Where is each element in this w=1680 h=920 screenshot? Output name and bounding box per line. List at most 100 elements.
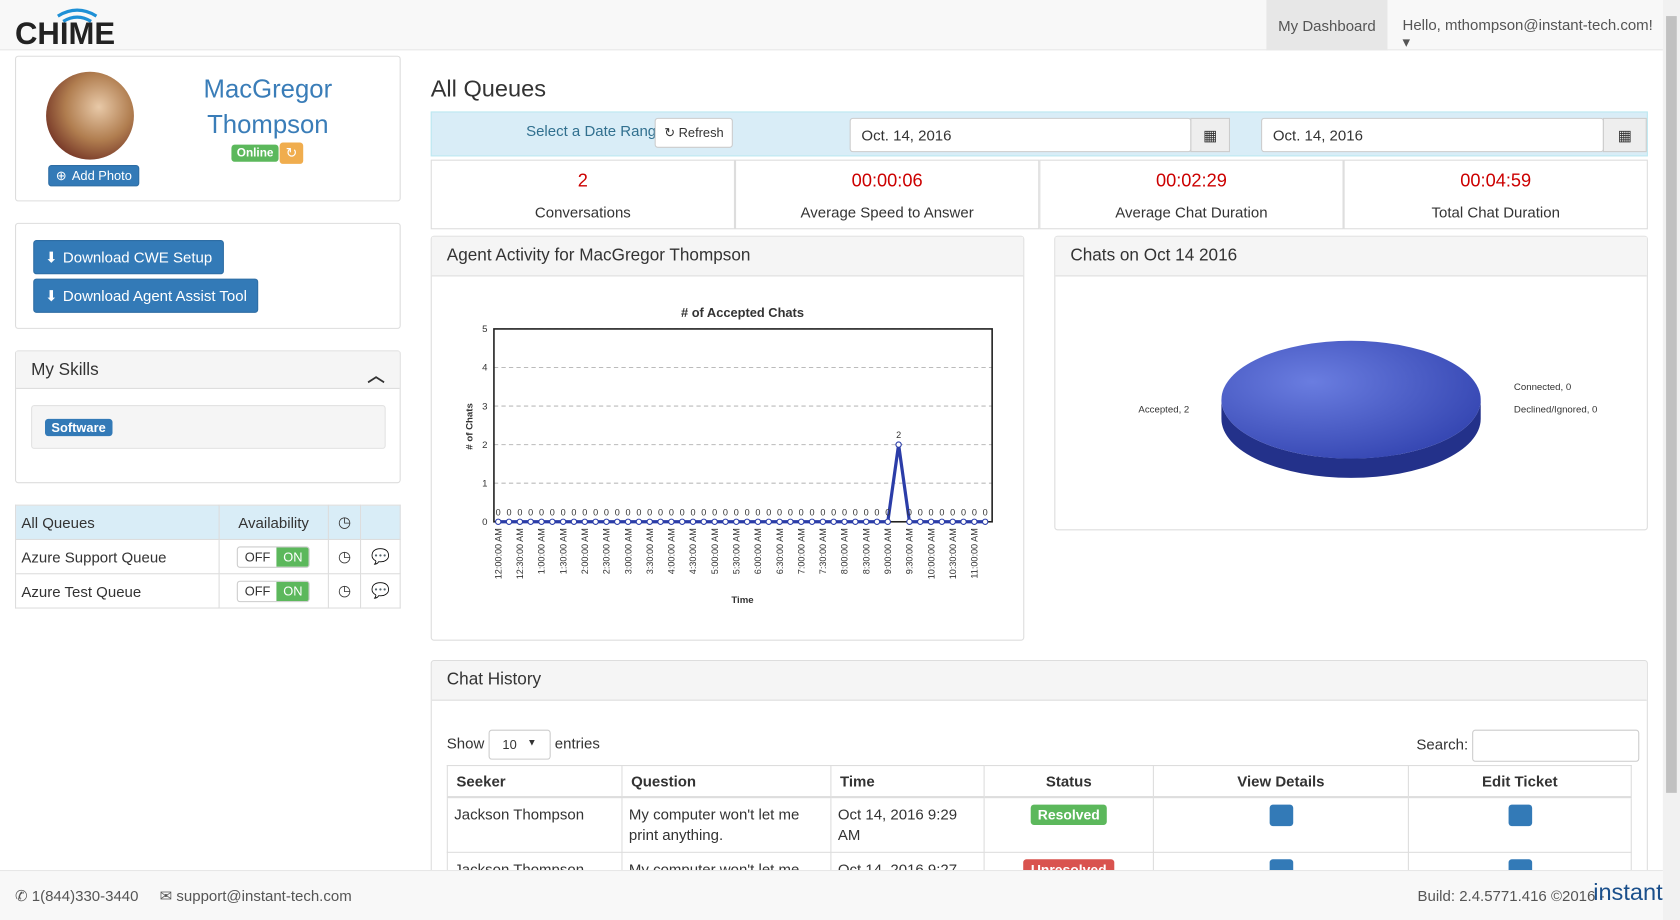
data-label: 0	[874, 507, 879, 517]
search-control: Search:	[1416, 729, 1640, 762]
build-info: Build: 2.4.5771.416 ©2016 -	[1417, 887, 1605, 905]
download-label: Download CWE Setup	[62, 248, 213, 266]
column-header[interactable]: Status	[983, 765, 1154, 799]
dashboard-tab[interactable]: My Dashboard	[1266, 0, 1388, 51]
avatar	[46, 71, 134, 160]
y-tick-label: 3	[482, 401, 487, 412]
data-point	[873, 518, 881, 526]
data-label: 0	[507, 507, 512, 517]
refresh-button[interactable]: ↻ Refresh	[654, 117, 734, 148]
data-label: 0	[734, 507, 739, 517]
add-photo-label: Add Photo	[71, 168, 132, 184]
line-chart: # of Accepted Chats 0 1 2 3 4 5 # of Chats Time 1…	[465, 305, 993, 606]
search-input[interactable]	[1472, 729, 1640, 762]
column-header[interactable]: Question	[621, 765, 832, 799]
add-photo-button[interactable]: ⊕ Add Photo	[48, 165, 140, 187]
data-label: 0	[680, 507, 685, 517]
stat-box: 00:04:59 Total Chat Duration	[1343, 159, 1648, 230]
x-tick-label: 8:30:00 AM	[861, 528, 871, 574]
date-range-label: Select a Date Range	[526, 122, 665, 140]
data-label: 0	[929, 507, 934, 517]
data-point	[938, 518, 946, 526]
column-header[interactable]: Time	[830, 765, 985, 799]
stat-label: Average Chat Duration	[1115, 203, 1268, 221]
profile-panel: ⊕ Add Photo MacGregor Thompson Online ↻	[15, 55, 401, 202]
cell: My computer won't let me print anything.	[621, 796, 832, 853]
stat-value: 00:04:59	[1460, 170, 1532, 191]
status-refresh[interactable]: ↻	[279, 142, 304, 164]
data-line	[498, 444, 986, 524]
x-tick-label: 7:00:00 AM	[796, 528, 806, 574]
availability-toggle[interactable]: OFF ON	[237, 545, 311, 568]
show-label: Show	[446, 734, 485, 752]
data-label: 0	[528, 507, 533, 517]
data-label: 0	[626, 507, 631, 517]
data-label: 0	[604, 507, 609, 517]
search-label: Search:	[1416, 735, 1469, 753]
data-label: 0	[669, 507, 674, 517]
skills-title: My Skills	[31, 361, 99, 380]
refresh-label: Refresh	[678, 125, 724, 141]
panel-title: Chats on Oct 14 2016	[1055, 236, 1647, 277]
edit-ticket-button[interactable]	[1508, 804, 1532, 827]
data-label: 0	[755, 507, 760, 517]
data-label: 0	[636, 507, 641, 517]
toggle-on: ON	[276, 546, 309, 567]
availability-toggle[interactable]: OFF ON	[237, 580, 311, 602]
x-tick-label: 6:00:00 AM	[753, 528, 763, 574]
data-point	[581, 518, 589, 526]
data-point	[689, 518, 697, 526]
calendar-button[interactable]: ▦	[1602, 117, 1647, 153]
end-date-input[interactable]: Oct. 14, 2016	[1261, 117, 1604, 153]
data-label: 0	[853, 507, 858, 517]
scrollbar[interactable]	[1662, 0, 1680, 920]
x-tick-label: 5:00:00 AM	[710, 528, 720, 574]
downloads-panel: ⬇ Download CWE Setup ⬇ Download Agent As…	[15, 222, 401, 329]
x-tick-label: 3:00:00 AM	[623, 528, 633, 574]
entries-label: entries	[554, 734, 600, 752]
data-label: 0	[939, 507, 944, 517]
user-menu[interactable]: Hello, mthompson@instant-tech.com! ▾	[1402, 16, 1653, 51]
chart-title: # of Accepted Chats	[681, 305, 804, 320]
data-label: 0	[766, 507, 771, 517]
start-date-input[interactable]: Oct. 14, 2016	[849, 117, 1192, 153]
data-point	[700, 518, 708, 526]
data-point	[603, 518, 610, 526]
download-cwe-button[interactable]: ⬇ Download CWE Setup	[33, 240, 224, 275]
column-header[interactable]: View Details	[1152, 765, 1409, 799]
data-label: 0	[539, 507, 544, 517]
column-header[interactable]: Seeker	[446, 765, 623, 799]
toggle-off: OFF	[244, 549, 271, 565]
x-tick-label: 11:00:00 AM	[970, 528, 980, 578]
view-details-button[interactable]	[1269, 804, 1293, 827]
brand-logo: instant	[1593, 878, 1663, 906]
x-axis-label: Time	[731, 595, 754, 606]
skills-header[interactable]: My Skills ︿	[16, 351, 400, 389]
length-select[interactable]: 10 ▼	[488, 729, 551, 760]
download-assist-button[interactable]: ⬇ Download Agent Assist Tool	[33, 278, 259, 313]
data-point	[505, 518, 513, 526]
data-point	[884, 518, 892, 526]
skills-well: Software	[31, 405, 386, 449]
stat-value: 00:02:29	[1155, 170, 1227, 191]
data-label: 0	[907, 507, 912, 517]
data-point	[711, 518, 718, 526]
data-point	[798, 518, 805, 526]
data-label: 0	[961, 507, 966, 517]
data-label: 0	[745, 507, 750, 517]
data-label: 0	[864, 507, 869, 517]
calendar-button[interactable]: ▦	[1190, 117, 1231, 153]
x-tick-label: 4:00:00 AM	[667, 528, 677, 574]
navbar: CHIME My Dashboard Hello, mthompson@inst…	[0, 0, 1663, 51]
x-tick-label: 12:00:00 AM	[493, 528, 503, 579]
data-label: 0	[593, 507, 598, 517]
data-point	[668, 518, 675, 526]
pie-chart: Accepted, 2 Connected, 0 Declined/Ignored,…	[1138, 340, 1597, 478]
user-name: Hello, mthompson@instant-tech.com!	[1402, 16, 1653, 34]
column-header[interactable]: Edit Ticket	[1407, 765, 1632, 799]
logo-text: CHIME	[15, 16, 115, 47]
y-tick-label: 2	[482, 440, 487, 451]
data-label: 0	[972, 507, 977, 517]
data-point	[787, 518, 794, 526]
